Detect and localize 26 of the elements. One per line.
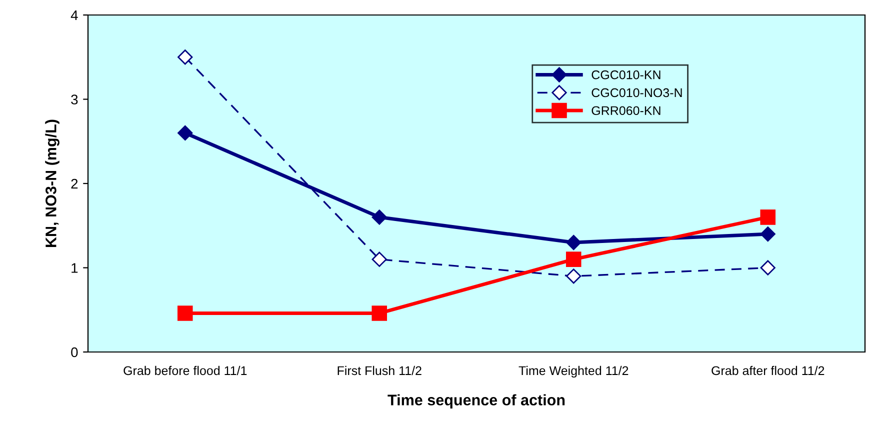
point bbox=[760, 210, 776, 225]
point bbox=[178, 50, 193, 65]
x-tick-label: Grab before flood 11/1 bbox=[124, 366, 247, 376]
x-axis-title: Time sequence of action bbox=[388, 394, 565, 408]
point bbox=[372, 252, 387, 267]
y-tick-label: 2 bbox=[71, 178, 78, 189]
legend-label: CGC010-NO3-N bbox=[592, 88, 682, 98]
point bbox=[372, 210, 387, 225]
x-tick-label: Time Weighted 11/2 bbox=[518, 366, 628, 378]
point bbox=[178, 125, 193, 141]
y-tick-label: 1 bbox=[72, 263, 78, 273]
point bbox=[177, 306, 193, 321]
y-tick-label: 4 bbox=[70, 10, 78, 20]
legend-label: CGC010-KN bbox=[592, 70, 660, 80]
legend-label: GRR060-KN bbox=[592, 106, 660, 116]
y-axis-title: KN, NO3-N (mg/L) bbox=[45, 120, 60, 247]
y-tick-label: 3 bbox=[71, 94, 78, 104]
x-tick-label: First Flush 11/2 bbox=[338, 366, 422, 376]
point bbox=[566, 252, 582, 267]
point bbox=[760, 260, 776, 276]
point bbox=[372, 306, 388, 321]
point bbox=[566, 268, 582, 284]
point bbox=[566, 234, 582, 250]
x-tick-label: Grab after flood 11/2 bbox=[712, 366, 824, 376]
y-tick-label: 0 bbox=[71, 347, 78, 358]
point bbox=[760, 226, 776, 242]
